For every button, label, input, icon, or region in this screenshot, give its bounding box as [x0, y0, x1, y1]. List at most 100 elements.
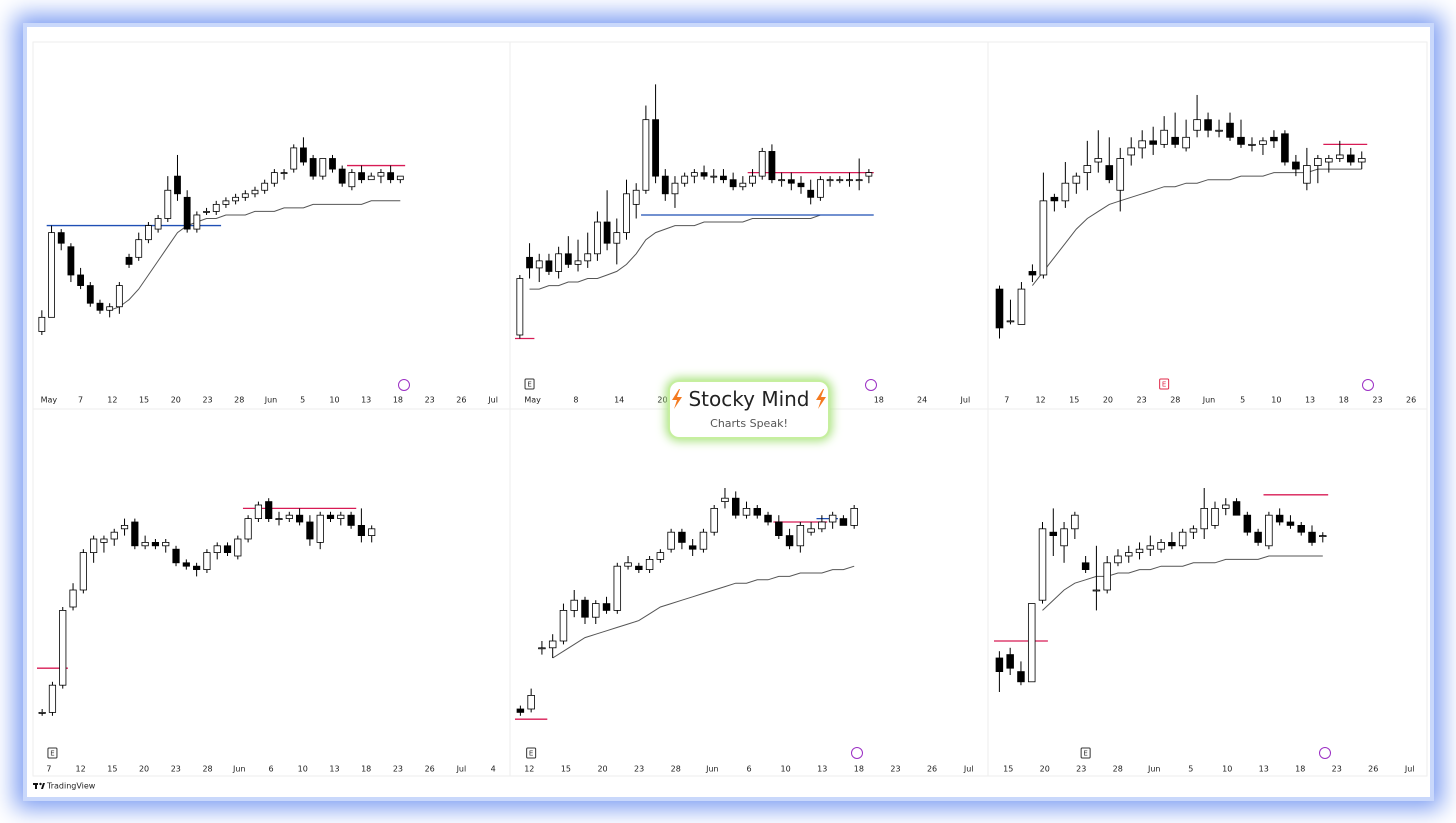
x-tick-label: 20: [597, 765, 607, 774]
candle-body: [796, 525, 805, 547]
candle-body: [1081, 562, 1090, 570]
candle-body: [1189, 528, 1198, 533]
candle-body: [1083, 165, 1092, 174]
candle-body: [1243, 514, 1252, 533]
x-tick-label: 20: [171, 396, 181, 405]
event-label: E: [50, 750, 54, 758]
candle-body: [613, 565, 622, 611]
x-tick-label: 14: [614, 396, 624, 405]
candle-body: [1303, 165, 1311, 184]
event-marker: [47, 747, 58, 759]
candle-body: [678, 531, 686, 543]
candle-body: [1270, 136, 1278, 142]
x-tick-label: 26: [1368, 765, 1378, 774]
x-tick-label: 12: [524, 765, 534, 774]
candle-body: [1060, 528, 1068, 547]
x-tick-label: 7: [46, 765, 51, 774]
candle-body: [67, 246, 75, 276]
candle-body: [739, 182, 747, 188]
x-tick-label: 10: [298, 765, 308, 774]
candle-body: [1028, 271, 1037, 276]
x-tick-label: Jun: [264, 396, 278, 405]
candle-body: [526, 256, 533, 269]
tv-logo: [33, 782, 45, 789]
x-tick-label: 23: [425, 396, 435, 405]
candle-body: [329, 158, 336, 170]
x-tick-label: 20: [1040, 765, 1050, 774]
candle-body: [1138, 140, 1147, 149]
candle-body: [135, 239, 143, 258]
candle-body: [316, 514, 324, 543]
candle-body: [193, 565, 201, 571]
candle-body: [326, 514, 335, 520]
candle-body: [555, 253, 563, 272]
x-tick-label: 28: [671, 765, 681, 774]
alert-icon: [865, 379, 877, 391]
candle-body: [1061, 182, 1070, 202]
candle-body: [309, 158, 317, 177]
candle-body: [742, 507, 751, 516]
candle-body: [348, 172, 356, 188]
candle-body: [681, 175, 689, 184]
candle-body: [145, 225, 152, 241]
x-tick-label: 15: [561, 765, 571, 774]
x-tick-label: 13: [817, 765, 827, 774]
candle-body: [839, 518, 848, 526]
candle-body: [594, 221, 601, 255]
candle-body: [710, 175, 718, 178]
candle-body: [1215, 129, 1223, 132]
candle-body: [720, 175, 727, 181]
x-tick-label: 26: [456, 396, 466, 405]
x-tick-label: Jul: [487, 396, 498, 405]
candle-body: [1105, 165, 1114, 181]
candle-body: [1114, 555, 1122, 564]
candle-body: [1039, 200, 1048, 276]
x-tick-label: 23: [1076, 765, 1086, 774]
candle-body: [358, 172, 365, 181]
x-tick-label: Jun: [232, 765, 246, 774]
candle-body: [213, 545, 221, 553]
candle-body: [338, 168, 346, 184]
candle-body: [1200, 507, 1208, 530]
candle-body: [164, 189, 172, 219]
candle-body: [337, 514, 345, 520]
candle-body: [1254, 531, 1262, 543]
candle-body: [775, 521, 783, 537]
candle-body: [1168, 542, 1176, 547]
moving-average: [1032, 168, 1362, 286]
candle-body: [172, 548, 180, 564]
tv-logo-mark: [35, 783, 37, 789]
candle-body: [1157, 542, 1165, 550]
candle-body: [564, 253, 572, 265]
candle-body: [306, 521, 314, 540]
candle-body: [1325, 158, 1333, 163]
candle-body: [700, 172, 708, 177]
x-tick-label: 8: [573, 396, 578, 405]
candle-body: [807, 189, 815, 198]
x-tick-label: 23: [634, 765, 644, 774]
candle-body: [632, 189, 640, 205]
candle-body: [387, 172, 395, 181]
candle-body: [203, 211, 210, 213]
candle-body: [182, 562, 190, 567]
candle-body: [846, 179, 853, 182]
x-tick-label: Jul: [963, 765, 974, 774]
x-tick-label: 7: [1004, 396, 1009, 405]
candle-body: [270, 172, 278, 184]
candle-body: [162, 542, 170, 547]
x-tick-label: 10: [1271, 396, 1281, 405]
x-tick-label: 18: [1295, 765, 1305, 774]
candle-body: [753, 507, 762, 516]
candle-body: [559, 610, 568, 642]
candle-body: [865, 172, 873, 177]
candle-body: [1038, 528, 1047, 601]
candle-body: [183, 196, 191, 230]
candle-body: [1125, 552, 1133, 557]
candle-body: [818, 521, 826, 530]
candle-body: [244, 518, 252, 540]
candle-body: [96, 302, 104, 311]
bolt-icon: [672, 389, 683, 409]
x-tick-label: 26: [1406, 396, 1416, 405]
